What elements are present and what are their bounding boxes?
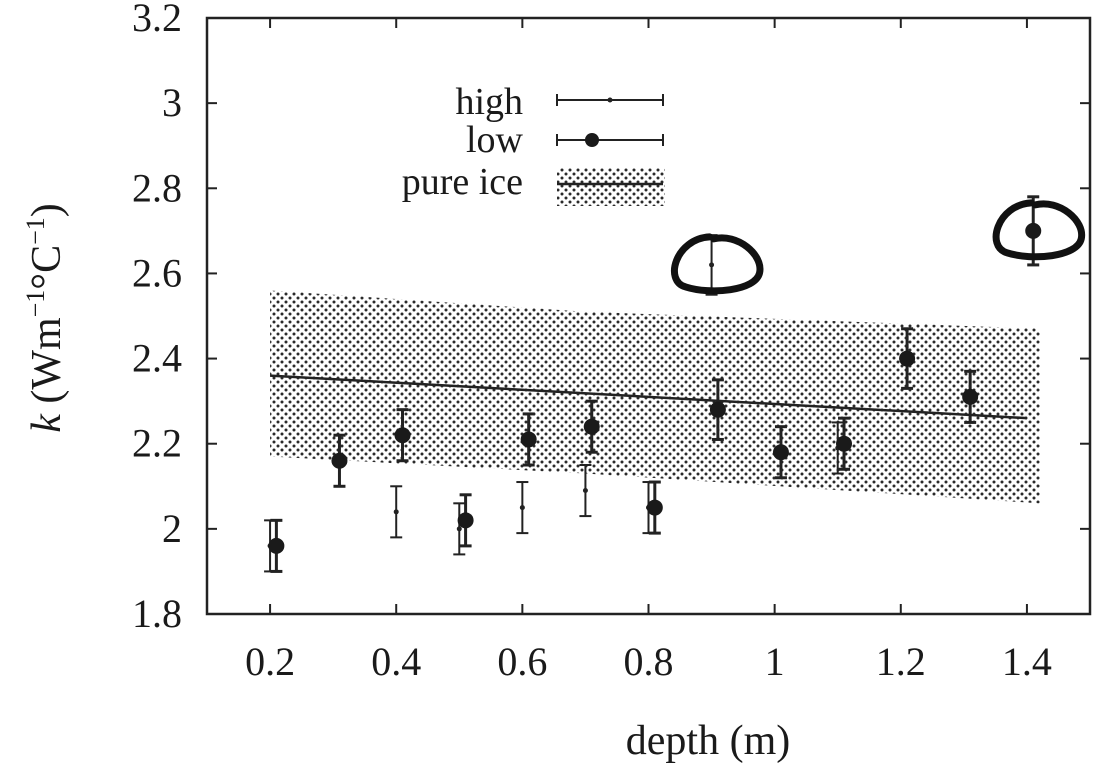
y-axis-title-deg: °C	[24, 245, 70, 290]
low-point	[899, 350, 916, 367]
annotations	[670, 199, 1086, 295]
low-point	[457, 512, 474, 529]
y-axis-title-close: )	[24, 203, 70, 217]
hand-drawn-circle	[670, 233, 764, 295]
low-point	[268, 537, 285, 554]
y-tick-label: 3.2	[132, 0, 182, 40]
high-point	[519, 505, 525, 511]
legend-marker-high	[607, 97, 613, 103]
x-tick-label: 0.6	[497, 639, 547, 684]
y-tick-label: 2.4	[132, 336, 182, 381]
y-tick-label: 2.8	[132, 165, 182, 210]
y-tick-label: 1.8	[132, 591, 182, 636]
y-tick-label: 2	[162, 506, 182, 551]
x-tick-label: 1.2	[876, 639, 926, 684]
y-axis-title-k: k	[24, 413, 70, 433]
high-point	[582, 488, 588, 494]
y-tick-label: 2.6	[132, 250, 182, 295]
y-axis-title: k (Wm−1°C−1)	[21, 203, 70, 433]
high-point	[456, 526, 462, 532]
low-point	[646, 499, 663, 516]
y-axis: 1.8 2 2.2 2.4 2.6 2.8 3 3.2	[132, 0, 1090, 636]
y-axis-title-exp1: −1	[21, 290, 50, 318]
low-point	[836, 435, 853, 452]
y-tick-label: 3	[162, 80, 182, 125]
x-axis: 0.2 0.4 0.6 0.8 1 1.2 1.4	[245, 18, 1052, 684]
y-tick-label: 2.2	[132, 421, 182, 466]
pure-ice-trend-line	[270, 374, 1027, 420]
low-point	[709, 401, 726, 418]
legend-swatch-pure-ice	[557, 168, 665, 206]
x-tick-label: 1	[765, 639, 785, 684]
legend-label-pure-ice: pure ice	[402, 161, 523, 203]
x-tick-label: 0.4	[371, 639, 421, 684]
x-tick-label: 0.8	[624, 639, 674, 684]
legend-label-low: low	[466, 119, 524, 161]
low-point	[962, 388, 979, 405]
series-low	[268, 195, 1042, 573]
x-axis-title: depth (m)	[626, 718, 790, 764]
low-point	[331, 452, 348, 469]
high-point	[393, 509, 399, 515]
x-tick-label: 1.4	[1002, 639, 1052, 684]
low-point	[583, 418, 600, 435]
x-tick-label: 0.2	[245, 639, 295, 684]
legend-marker-low	[585, 133, 599, 147]
low-point	[772, 444, 789, 461]
low-point	[520, 431, 537, 448]
y-axis-title-open: (Wm	[24, 317, 70, 414]
hand-drawn-circle	[992, 199, 1086, 261]
legend-label-high: high	[455, 81, 523, 123]
low-point	[1025, 222, 1042, 239]
pure-ice-line	[270, 374, 1027, 420]
legend: high low pure ice	[402, 81, 665, 206]
y-axis-title-exp2: −1	[21, 217, 50, 245]
low-point	[394, 427, 411, 444]
high-point	[709, 262, 715, 268]
